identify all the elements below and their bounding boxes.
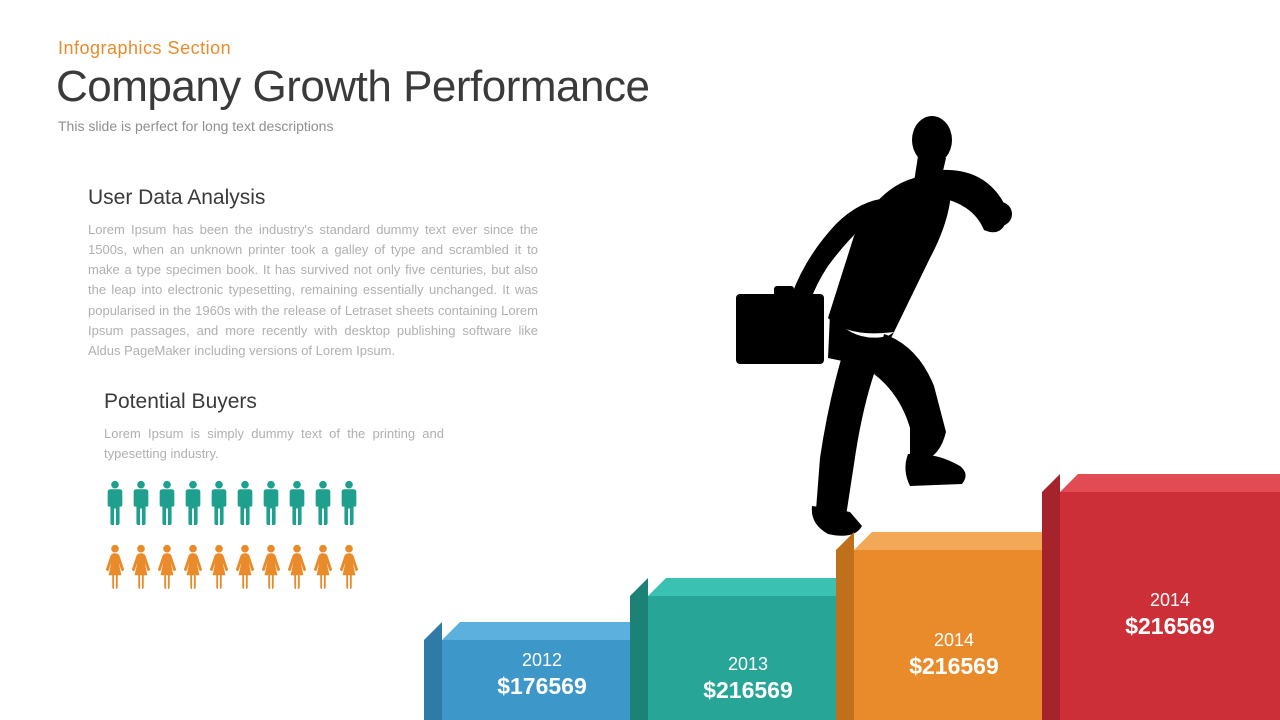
- bar-value: $216569: [648, 677, 848, 704]
- growth-bar: 2014$216569: [854, 550, 1054, 720]
- bar-side: [836, 532, 854, 720]
- analysis-body: Lorem Ipsum has been the industry's stan…: [88, 220, 538, 361]
- page-title: Company Growth Performance: [56, 62, 649, 112]
- bar-year: 2014: [1060, 590, 1280, 611]
- growth-bar: 2014$216569: [1060, 492, 1280, 720]
- section-label: Infographics Section: [58, 38, 231, 59]
- bar-value: $216569: [854, 653, 1054, 680]
- bar-top: [1060, 474, 1280, 492]
- analysis-heading: User Data Analysis: [88, 186, 538, 210]
- bar-label: 2012$176569: [442, 650, 642, 700]
- growth-bars: 2012$1765692013$2165692014$2165692014$21…: [0, 470, 1280, 720]
- growth-bar: 2013$216569: [648, 596, 848, 720]
- bar-top: [442, 622, 660, 640]
- bar-year: 2012: [442, 650, 642, 671]
- bar-label: 2014$216569: [1060, 590, 1280, 640]
- growth-bar: 2012$176569: [442, 640, 642, 720]
- bar-value: $216569: [1060, 613, 1280, 640]
- bar-top: [648, 578, 866, 596]
- bar-side: [424, 622, 442, 720]
- bar-label: 2013$216569: [648, 654, 848, 704]
- bar-label: 2014$216569: [854, 630, 1054, 680]
- bar-year: 2013: [648, 654, 848, 675]
- bar-year: 2014: [854, 630, 1054, 651]
- bar-side: [1042, 474, 1060, 720]
- bar-top: [854, 532, 1072, 550]
- slide: { "header": { "section_label": "Infograp…: [0, 0, 1280, 720]
- analysis-block: User Data Analysis Lorem Ipsum has been …: [88, 186, 538, 361]
- buyers-heading: Potential Buyers: [104, 390, 444, 414]
- buyers-body: Lorem Ipsum is simply dummy text of the …: [104, 424, 444, 464]
- page-subtitle: This slide is perfect for long text desc…: [58, 118, 333, 134]
- bar-side: [630, 578, 648, 720]
- bar-value: $176569: [442, 673, 642, 700]
